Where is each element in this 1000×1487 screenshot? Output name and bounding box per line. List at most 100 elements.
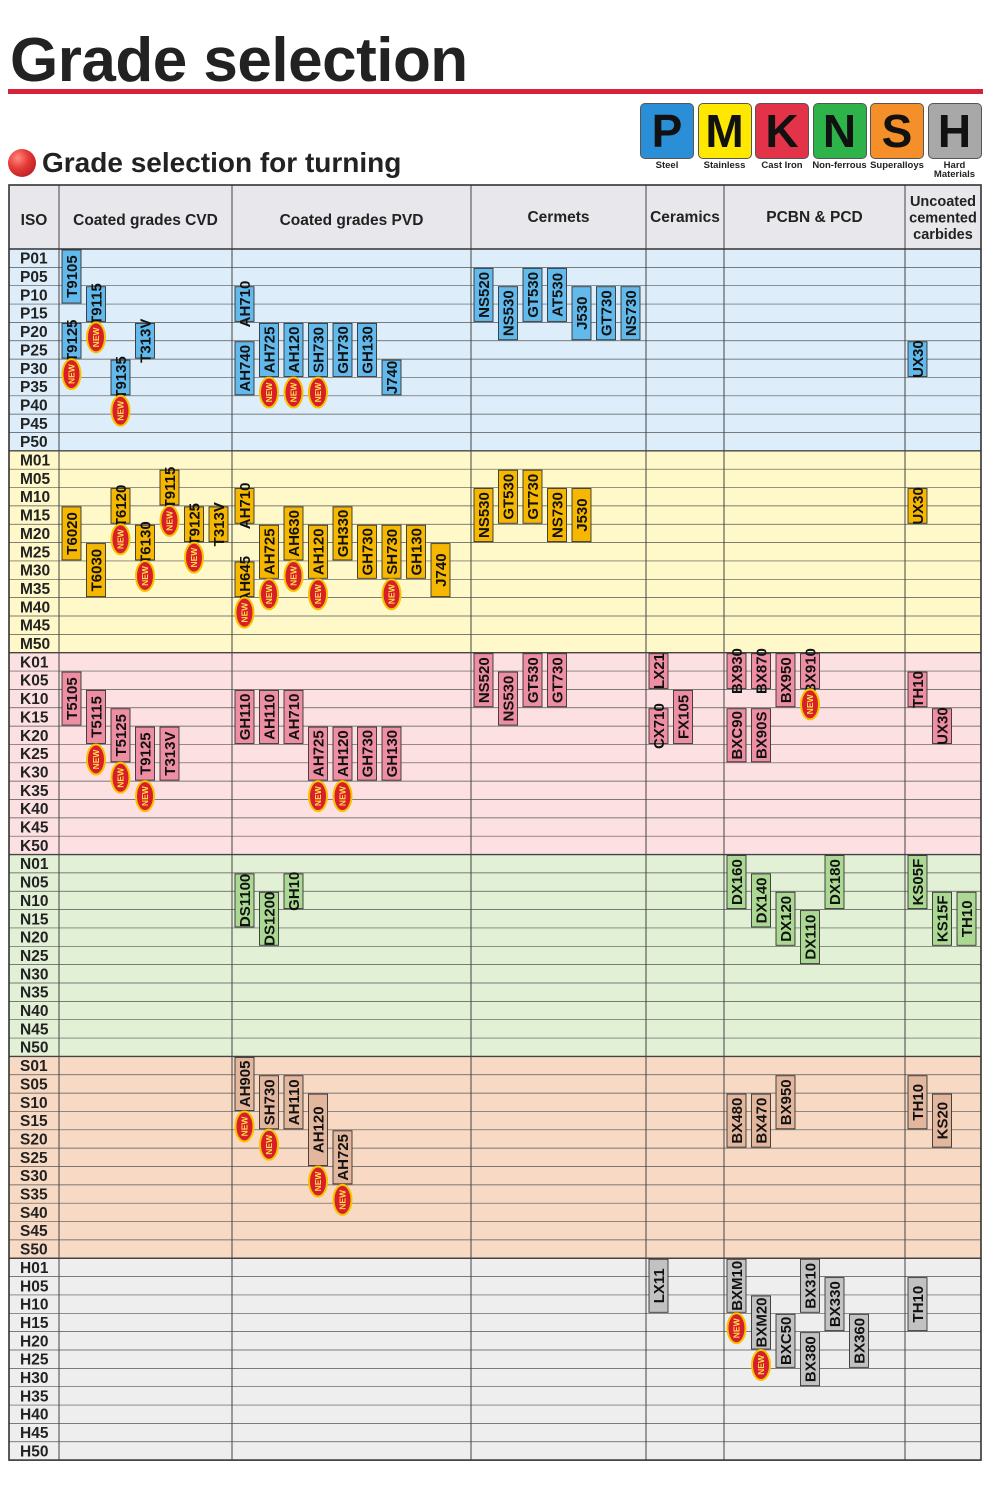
new-badge-icon	[283, 376, 304, 409]
iso-code-label: N20	[20, 930, 48, 947]
iso-code-label: N05	[20, 875, 49, 892]
new-badge-label: NEW	[67, 363, 77, 384]
grade-bar	[907, 1277, 928, 1332]
grade-label: AH710	[286, 694, 303, 741]
new-badge-label: NEW	[140, 785, 150, 806]
grade-label: T313V	[162, 732, 179, 776]
grade-label: AH725	[262, 528, 279, 575]
iso-code-label: K25	[20, 746, 49, 763]
new-badge-icon	[726, 1312, 747, 1345]
grade-bar	[234, 286, 255, 322]
iso-code-label: M01	[20, 453, 51, 470]
grade-label: T9125	[64, 319, 81, 362]
iso-code-label: H45	[20, 1425, 49, 1442]
grade-bar	[308, 322, 328, 377]
grade-label: UX30	[910, 487, 927, 525]
iso-code-label: M15	[20, 508, 51, 525]
grade-bar	[547, 267, 567, 322]
grade-label: GT530	[501, 474, 518, 520]
grade-bar	[332, 726, 353, 781]
iso-code-label: P20	[20, 324, 48, 341]
grade-bar	[406, 524, 426, 579]
grade-label: J740	[433, 553, 450, 586]
iso-code-label: S20	[20, 1131, 48, 1148]
iso-code-label: S35	[20, 1187, 48, 1204]
iso-code-label: M10	[20, 489, 50, 506]
iso-code-label: S15	[20, 1113, 48, 1130]
legend-caption-p: Steel	[655, 160, 679, 171]
grade-label: T9105	[64, 255, 81, 298]
new-badge-label: NEW	[91, 327, 101, 348]
grade-label: AH725	[262, 327, 279, 374]
iso-code-label: H35	[20, 1388, 49, 1405]
iso-code-label: N25	[20, 948, 49, 965]
grade-label: GH730	[360, 730, 377, 778]
grade-label: BX360	[852, 1318, 869, 1364]
grade-label: T9115	[89, 283, 106, 325]
grade-bar	[234, 488, 255, 524]
grade-bar	[234, 341, 255, 396]
group-band-s	[9, 1056, 981, 1259]
new-badge-label: NEW	[116, 767, 126, 788]
grade-label: GH730	[335, 326, 352, 374]
grade-bar	[61, 506, 82, 561]
new-badge-label: NEW	[116, 528, 126, 549]
grade-bar	[473, 653, 494, 708]
grade-label: AH725	[335, 1134, 352, 1181]
iso-code-label: H20	[20, 1333, 48, 1350]
section-heading-text: Grade selection for turning	[42, 147, 402, 178]
iso-code-label: K30	[20, 764, 48, 781]
iso-code-label: S40	[20, 1205, 48, 1222]
iso-code-label: N35	[20, 985, 49, 1002]
new-badge-label: NEW	[313, 785, 323, 806]
grade-bar	[86, 543, 106, 598]
iso-code-label: H30	[20, 1370, 48, 1387]
new-badge-icon	[184, 541, 204, 574]
iso-code-label: H01	[20, 1260, 49, 1277]
grade-label: KS15F	[935, 895, 952, 942]
grade-label: AH725	[311, 730, 328, 777]
iso-code-label: N01	[20, 856, 49, 873]
grade-bar	[648, 653, 669, 689]
legend-k: K Cast Iron	[753, 103, 811, 170]
grade-bar	[932, 891, 952, 946]
new-badge-icon	[259, 578, 279, 611]
new-badge-icon	[332, 780, 353, 813]
grade-label: GT730	[550, 657, 567, 703]
grade-bar	[259, 689, 279, 744]
iso-code-label: M05	[20, 471, 51, 488]
grade-bar	[956, 891, 977, 946]
new-badge-label: NEW	[264, 1134, 274, 1155]
new-badge-icon	[259, 376, 279, 409]
grade-label: DX120	[778, 896, 795, 942]
grade-bar	[332, 322, 353, 377]
new-badge-label: NEW	[338, 1189, 348, 1210]
grade-label: AH120	[286, 327, 303, 374]
grade-label: GH130	[360, 326, 377, 374]
grade-bar	[596, 286, 616, 341]
grade-bar	[800, 1258, 820, 1313]
iso-code-label: N10	[20, 893, 48, 910]
iso-code-label: P40	[20, 397, 48, 414]
grade-bar	[522, 267, 543, 322]
table-header-bg	[9, 185, 981, 249]
grade-bar	[283, 689, 304, 744]
grade-bar	[159, 726, 180, 781]
grade-label: NS730	[550, 492, 567, 538]
grade-label: BX480	[729, 1098, 746, 1144]
grade-label: KS20	[935, 1102, 952, 1140]
iso-code-label: P01	[20, 251, 48, 268]
new-badge-label: NEW	[240, 602, 250, 623]
new-badge-icon	[86, 743, 106, 776]
grade-label: NS520	[476, 657, 493, 703]
grade-label: BX950	[778, 657, 795, 703]
legend-n: N Non-ferrous	[811, 103, 869, 170]
legend-caption-k: Cast Iron	[761, 160, 803, 171]
grade-label: BX380	[803, 1336, 820, 1382]
grade-label: TH10	[910, 1084, 927, 1121]
grade-label: GT530	[525, 657, 542, 703]
grade-bar	[283, 322, 304, 377]
grade-label: T9115	[162, 467, 179, 509]
grade-label: T9125	[138, 732, 155, 775]
legend-caption-s: Superalloys	[870, 160, 924, 171]
